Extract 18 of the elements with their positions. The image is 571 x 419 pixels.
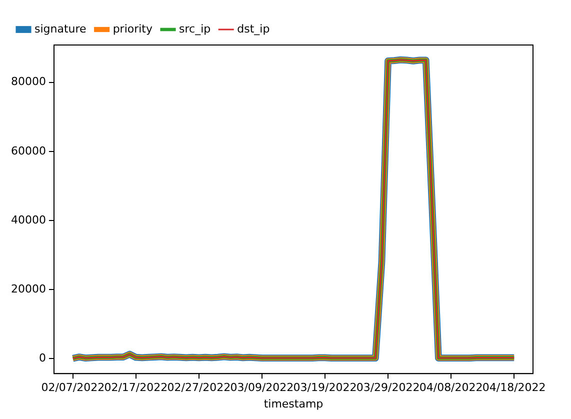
y-tick-label: 0	[38, 352, 46, 365]
x-tick-label: 02/07/2022	[41, 381, 105, 394]
x-tick-label: 03/19/2022	[293, 381, 357, 394]
legend-label: src_ip	[179, 22, 211, 36]
x-axis-title: timestamp	[264, 397, 324, 410]
legend-label: priority	[112, 22, 153, 36]
y-tick-label: 40000	[10, 213, 46, 226]
x-tick-label: 02/17/2022	[104, 381, 168, 394]
x-tick-label: 03/09/2022	[230, 381, 294, 394]
y-tick-label: 60000	[10, 144, 46, 158]
x-tick-label: 04/18/2022	[482, 381, 546, 394]
x-tick-label: 04/08/2022	[419, 381, 483, 394]
x-tick-label: 03/29/2022	[356, 381, 420, 394]
y-tick-label: 80000	[10, 75, 46, 88]
y-tick-label: 20000	[10, 282, 46, 296]
legend-label: signature	[34, 22, 87, 36]
legend-label: dst_ip	[237, 22, 270, 36]
x-tick-label: 02/27/2022	[167, 381, 231, 394]
